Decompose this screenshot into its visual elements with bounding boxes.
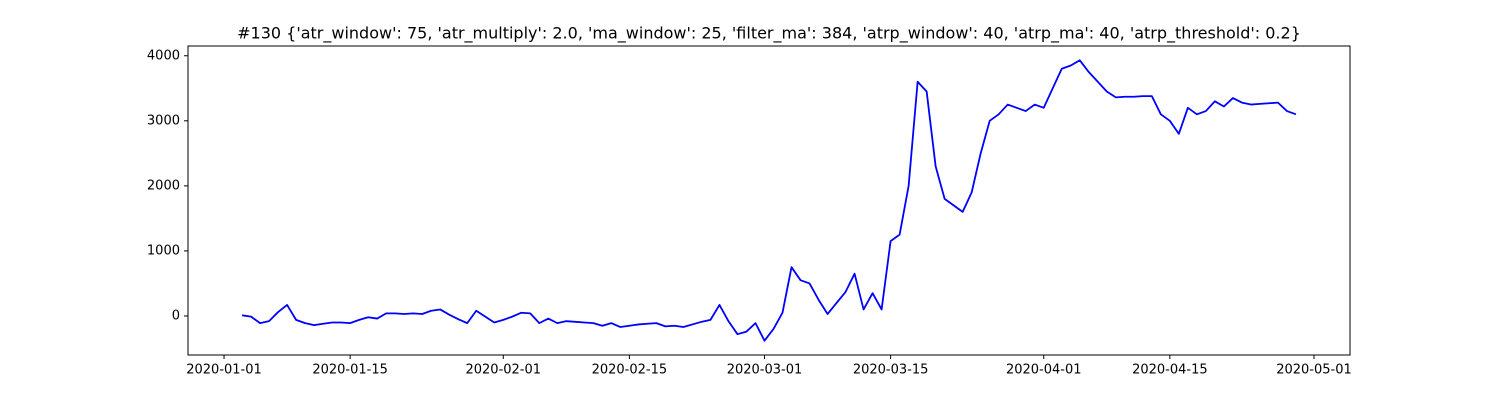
y-tick-label: 0 <box>172 308 180 323</box>
x-tick-label: 2020-01-01 <box>186 363 262 378</box>
y-tick-label: 3000 <box>147 113 180 128</box>
line-series <box>241 59 1297 342</box>
y-tick-label: 4000 <box>147 48 180 63</box>
x-tick-label: 2020-04-15 <box>1132 363 1208 378</box>
x-tick-label: 2020-01-15 <box>312 363 388 378</box>
chart-title: #130 {'atr_window': 75, 'atr_multiply': … <box>237 24 1301 44</box>
x-tick-label: 2020-05-01 <box>1276 363 1352 378</box>
plot-frame <box>187 45 1351 356</box>
x-tick-label: 2020-02-01 <box>465 363 541 378</box>
x-tick-label: 2020-02-15 <box>592 363 668 378</box>
x-tick-label: 2020-04-01 <box>1006 363 1082 378</box>
x-tick-label: 2020-03-15 <box>853 363 929 378</box>
y-tick-label: 1000 <box>147 243 180 258</box>
y-tick-label: 2000 <box>147 178 180 193</box>
x-tick-label: 2020-03-01 <box>727 363 803 378</box>
